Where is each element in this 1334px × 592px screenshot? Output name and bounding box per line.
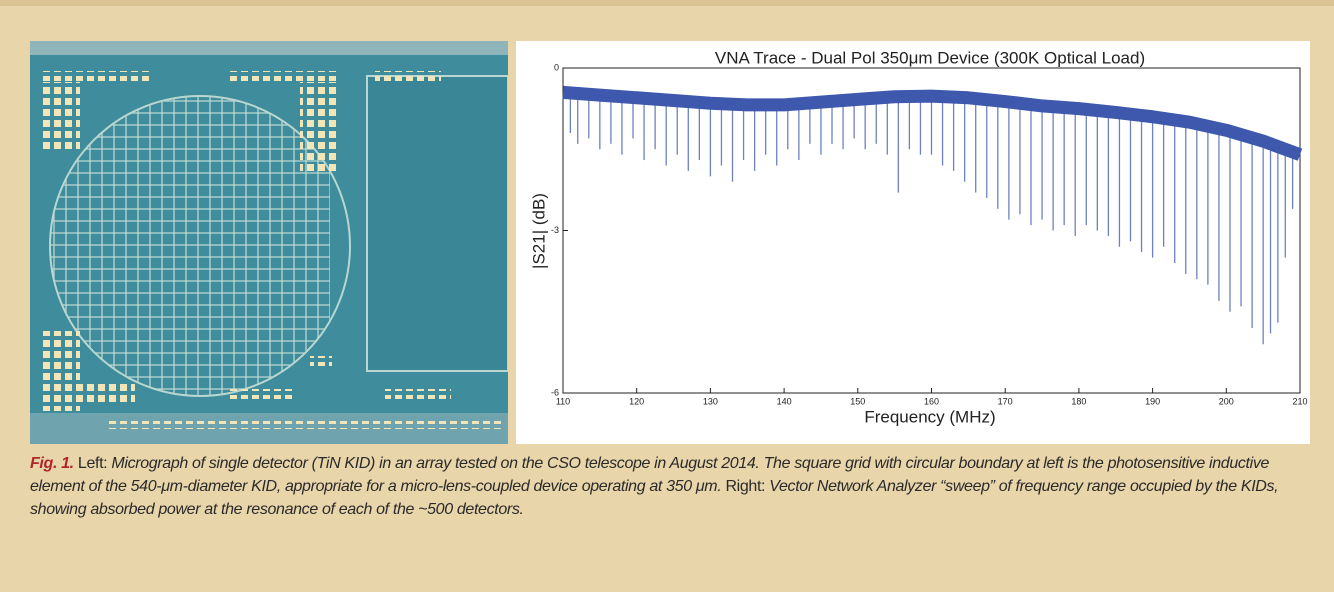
x-tick-label: 140: [777, 396, 792, 406]
x-tick-label: 110: [556, 396, 570, 406]
x-axis-label: Frequency (MHz): [864, 407, 995, 426]
x-tick-label: 130: [703, 396, 718, 406]
x-tick-label: 150: [850, 396, 865, 406]
x-tick-label: 190: [1145, 396, 1160, 406]
trace-line: [562, 85, 1303, 161]
y-tick-label: 0: [554, 62, 559, 72]
y-axis-label: |S21| (dB): [529, 193, 548, 269]
caption-left: Left:: [77, 455, 108, 472]
chart-background: [516, 41, 1310, 444]
x-tick-label: 210: [1292, 396, 1307, 406]
chart-title: VNA Trace - Dual Pol 350μm Device (300K …: [715, 48, 1145, 67]
y-tick-label: -3: [551, 225, 559, 235]
figure-label: Fig. 1.: [30, 455, 74, 472]
caption: Fig. 1. Left: Micrograph of single detec…: [30, 452, 1320, 521]
y-tick-label: -6: [551, 387, 559, 397]
caption-left-text: Micrograph of single detector (TiN KID) …: [30, 455, 1270, 495]
micrograph: [30, 41, 508, 444]
caption-right-text: Vector Network Analyzer “sweep” of frequ…: [30, 478, 1279, 518]
x-tick-label: 170: [998, 396, 1013, 406]
x-tick-label: 160: [924, 396, 939, 406]
caption-right: Right:: [725, 478, 766, 495]
x-tick-label: 200: [1219, 396, 1234, 406]
x-tick-label: 120: [629, 396, 644, 406]
x-tick-label: 180: [1071, 396, 1086, 406]
chart: VNA Trace - Dual Pol 350μm Device (300K …: [516, 41, 1310, 444]
